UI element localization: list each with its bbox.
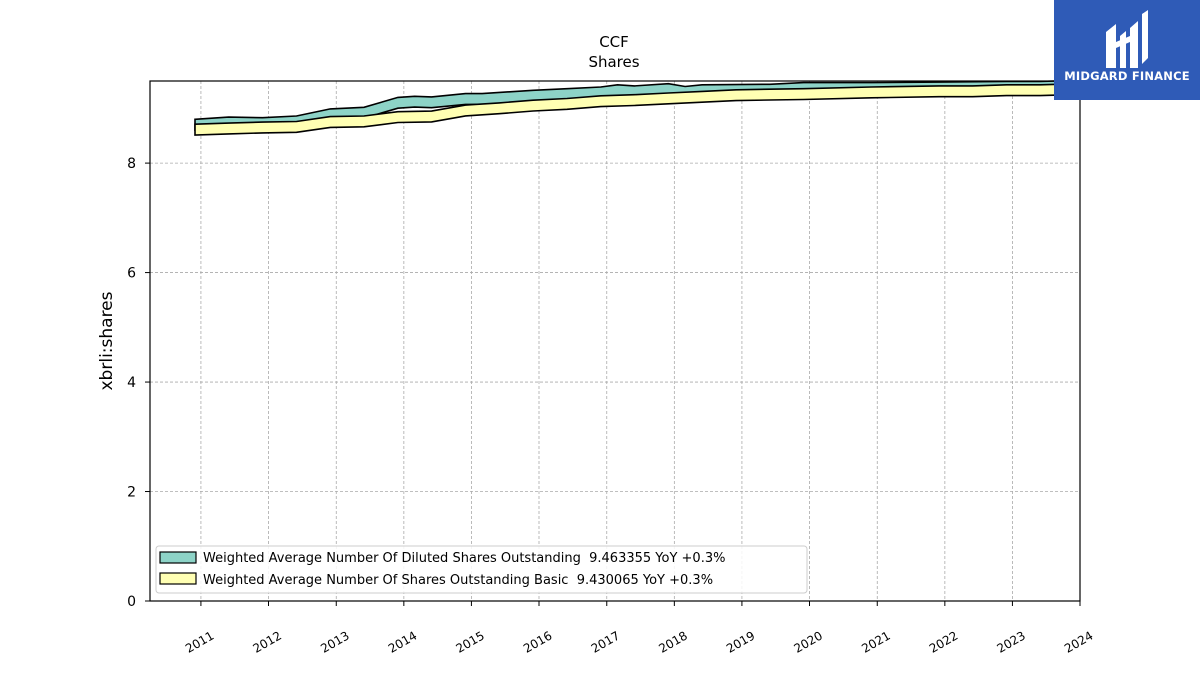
legend: Weighted Average Number Of Diluted Share…	[155, 545, 808, 594]
x-tick-label: 2021	[859, 628, 892, 655]
legend-label-basic: Weighted Average Number Of Shares Outsta…	[203, 573, 713, 588]
chart-title: CCF	[599, 33, 629, 51]
legend-box	[155, 545, 808, 594]
plot-frame	[149, 80, 1081, 602]
x-tick-label: 2022	[927, 628, 960, 655]
y-tick-label: 6	[127, 266, 136, 282]
x-tick-label: 2019	[724, 628, 757, 655]
x-tick-label: 2011	[183, 628, 216, 655]
x-tick-label: 2012	[251, 628, 284, 655]
x-tick-label: 2015	[453, 628, 486, 655]
x-tick-label: 2020	[792, 628, 825, 655]
y-tick-label: 4	[127, 375, 136, 391]
x-tick-label: 2023	[994, 628, 1027, 655]
chart-subtitle: Shares	[588, 53, 639, 71]
x-tick-label: 2017	[589, 628, 622, 655]
series-layer	[194, 80, 1059, 136]
y-tick-label: 0	[127, 594, 136, 610]
midgard-logo-mark-icon	[1106, 10, 1148, 68]
y-axis-label: xbrli:shares	[97, 291, 117, 390]
y-tick-label: 8	[127, 156, 136, 172]
legend-label-diluted: Weighted Average Number Of Diluted Share…	[203, 551, 725, 566]
x-tick-label: 2024	[1062, 628, 1095, 655]
legend-swatch-basic	[159, 572, 197, 585]
y-tick-label: 2	[127, 485, 136, 501]
x-tick-label: 2018	[656, 628, 689, 655]
grid-lines	[150, 81, 1081, 601]
x-tick-label: 2013	[318, 628, 351, 655]
legend-swatch-diluted	[159, 551, 197, 564]
x-tick-label: 2014	[386, 628, 419, 655]
logo-text: MIDGARD FINANCE	[1064, 69, 1190, 83]
midgard-finance-logo: MIDGARD FINANCE	[1054, 0, 1200, 100]
x-tick-label: 2016	[521, 628, 554, 655]
